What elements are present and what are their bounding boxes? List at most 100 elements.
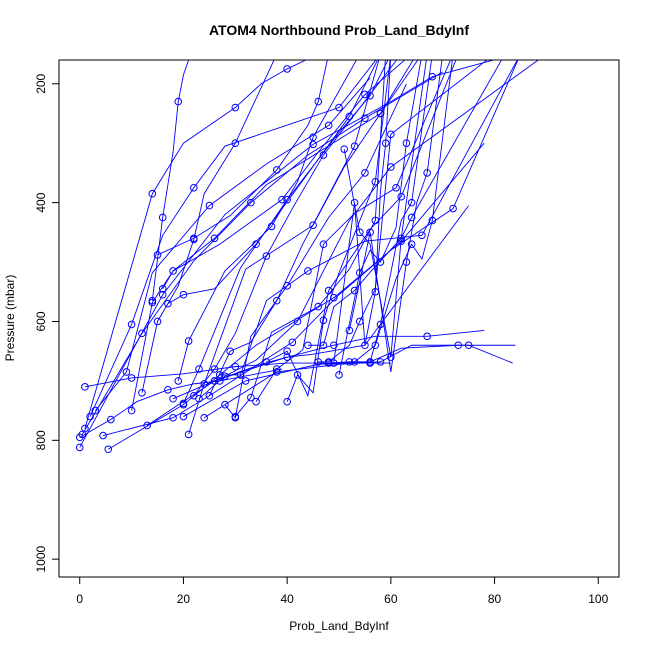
- data-point: [138, 329, 146, 338]
- data-point: [371, 178, 380, 186]
- data-point: [319, 240, 328, 249]
- series-line: [79, 60, 496, 448]
- data-point: [283, 353, 291, 361]
- data-point: [345, 326, 354, 335]
- data-point: [127, 374, 136, 382]
- series-9: [138, 60, 275, 397]
- series-line: [219, 60, 518, 376]
- data-point: [190, 234, 198, 243]
- data-point: [350, 358, 359, 366]
- data-point: [288, 338, 297, 347]
- x-tick-label: 80: [488, 592, 502, 606]
- data-point: [350, 142, 359, 150]
- series-24: [262, 60, 457, 398]
- y-tick-label: 600: [34, 311, 48, 331]
- data-point: [387, 130, 395, 139]
- data-point: [205, 201, 214, 210]
- series-11: [153, 60, 328, 259]
- series-line: [84, 60, 307, 429]
- data-point: [148, 296, 157, 305]
- data-point: [179, 412, 188, 421]
- series-line: [198, 60, 539, 400]
- data-point: [319, 151, 328, 159]
- data-point: [309, 133, 317, 142]
- chart-title: ATOM4 Northbound Prob_Land_BdyInf: [209, 22, 469, 38]
- data-point: [283, 282, 291, 290]
- data-point: [407, 198, 416, 207]
- data-point: [464, 341, 473, 350]
- data-point: [153, 251, 162, 259]
- data-point: [319, 316, 328, 325]
- y-axis-title: Pressure (mbar): [3, 275, 17, 362]
- series-line: [338, 60, 422, 376]
- y-tick-label: 200: [34, 73, 48, 93]
- series-line: [141, 60, 275, 393]
- series-line: [203, 344, 513, 419]
- data-point: [376, 358, 385, 366]
- data-point: [169, 267, 177, 275]
- y-tick-label: 400: [34, 192, 48, 212]
- data-point: [423, 332, 431, 341]
- data-point: [335, 103, 343, 112]
- series-line: [81, 71, 443, 435]
- series-line: [348, 60, 443, 373]
- series-3: [81, 60, 307, 433]
- series-37: [81, 359, 391, 391]
- data-point: [81, 383, 89, 391]
- x-tick-label: 0: [76, 592, 83, 606]
- data-point: [293, 371, 302, 379]
- data-point: [247, 393, 255, 402]
- data-point: [283, 397, 291, 406]
- data-point: [449, 204, 457, 213]
- data-point: [407, 213, 416, 222]
- data-point: [143, 421, 151, 430]
- data-point: [122, 368, 131, 376]
- data-point: [99, 431, 107, 440]
- data-point: [423, 169, 431, 177]
- data-point: [283, 347, 291, 355]
- series-line: [266, 60, 457, 398]
- series-38: [75, 368, 283, 442]
- data-point: [361, 90, 369, 99]
- data-point: [148, 189, 157, 198]
- series-line: [234, 60, 386, 417]
- series-21: [221, 83, 407, 422]
- data-point: [210, 234, 219, 243]
- data-point: [314, 302, 323, 311]
- data-point: [75, 443, 84, 452]
- data-point: [184, 337, 193, 345]
- series-line: [79, 368, 283, 438]
- data-point: [366, 228, 374, 237]
- data-point: [262, 252, 271, 260]
- series-14: [174, 60, 357, 385]
- data-point: [164, 299, 172, 308]
- series-line: [172, 205, 469, 400]
- data-point: [127, 320, 136, 329]
- series-line: [193, 60, 398, 397]
- data-point: [231, 139, 240, 147]
- data-point: [107, 415, 115, 424]
- data-point: [174, 377, 183, 385]
- data-point: [210, 377, 219, 385]
- data-point: [376, 258, 385, 266]
- series-12: [158, 60, 406, 293]
- data-point: [278, 195, 286, 204]
- data-point: [91, 406, 100, 415]
- series-line: [286, 60, 391, 402]
- data-point: [138, 388, 146, 397]
- data-point: [221, 400, 229, 409]
- data-point: [231, 103, 240, 112]
- data-point: [169, 413, 177, 422]
- data-point: [104, 445, 113, 454]
- data-point: [392, 183, 400, 192]
- series-line: [167, 60, 379, 305]
- data-point: [169, 394, 177, 403]
- series-line: [162, 60, 406, 290]
- data-point: [205, 391, 214, 400]
- data-point: [215, 371, 224, 379]
- data-point: [309, 221, 317, 229]
- data-point: [226, 347, 234, 355]
